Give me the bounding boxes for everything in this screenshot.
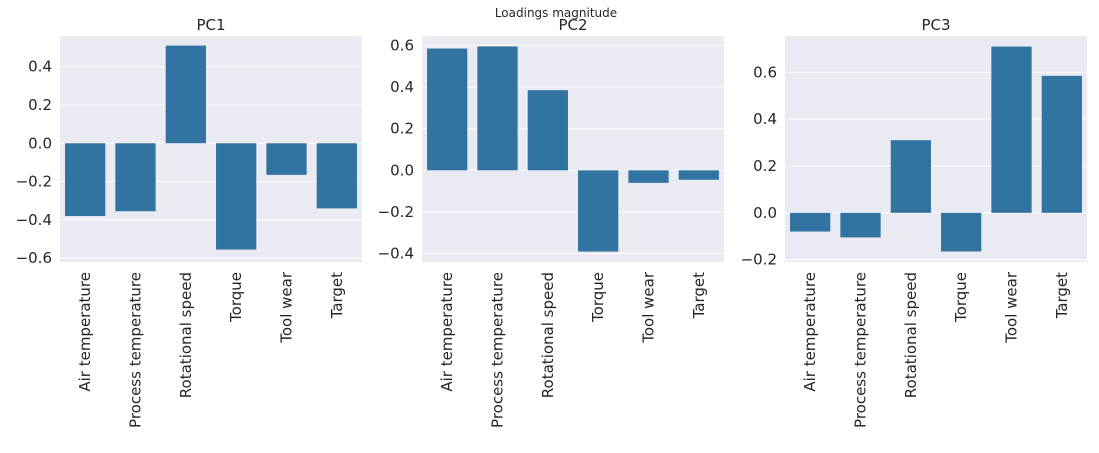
x-tick-label: Target (690, 272, 708, 320)
bar-air-temperature (790, 212, 831, 232)
y-tick-label: −0.2 (741, 251, 777, 269)
bar-torque (941, 212, 982, 252)
panels: −0.6 −0.4 −0.2 0.0 0.2 0.4 Air temperature Proc… (16, 16, 1087, 428)
plot-area (422, 36, 724, 262)
x-tick-label: Process temperature (127, 272, 145, 428)
bar-rotational-speed (527, 90, 568, 171)
bar-target (1041, 75, 1082, 213)
x-tick-label: Target (328, 272, 346, 320)
bar-rotational-speed (890, 140, 931, 213)
x-tick-label: Tool wear (640, 271, 658, 344)
bar-air-temperature (427, 48, 468, 171)
x-tick-label: Rotational speed (539, 272, 557, 398)
y-tick-label: 0.4 (390, 78, 414, 96)
bar-tool-wear (628, 170, 669, 183)
bar-air-temperature (65, 143, 106, 217)
bar-process-temperature (840, 212, 881, 238)
panel-title: PC1 (196, 16, 225, 34)
y-tick-label: 0.2 (28, 96, 52, 114)
x-tick-label: Process temperature (852, 272, 870, 428)
x-tick-label: Tool wear (1003, 271, 1021, 344)
x-tick-label: Torque (589, 272, 607, 323)
bar-tool-wear (991, 46, 1032, 213)
bar-torque (216, 143, 257, 250)
y-tick-label: −0.6 (16, 249, 52, 267)
bar-rotational-speed (165, 45, 206, 144)
y-tick-label: −0.2 (16, 173, 52, 191)
y-tick-label: 0.2 (753, 157, 777, 175)
x-tick-label: Air temperature (76, 272, 94, 392)
panel-title: PC3 (921, 16, 950, 34)
plot-area (60, 36, 362, 262)
x-tick-label: Target (1053, 272, 1071, 320)
y-tick-label: 0.0 (753, 204, 777, 222)
bar-target (316, 143, 357, 209)
y-tick-label: 0.6 (390, 36, 414, 54)
y-tick-label: −0.4 (378, 245, 414, 263)
y-tick-label: 0.0 (28, 134, 52, 152)
bar-tool-wear (266, 143, 307, 175)
y-tick-label: −0.4 (16, 211, 52, 229)
x-tick-label: Process temperature (489, 272, 507, 428)
figure-title: Loadings magnitude (495, 6, 617, 20)
chart-panel-pc3: −0.2 0.0 0.2 0.4 0.6 Air temperature Process t… (741, 16, 1087, 428)
x-tick-label: Torque (227, 272, 245, 323)
plot-area (785, 36, 1087, 262)
chart-panel-pc2: −0.4 −0.2 0.0 0.2 0.4 0.6 Air temperature Proce… (378, 16, 724, 428)
x-tick-label: Air temperature (438, 272, 456, 392)
y-tick-label: 0.0 (390, 161, 414, 179)
x-tick-label: Rotational speed (902, 272, 920, 398)
y-tick-label: −0.2 (378, 203, 414, 221)
y-tick-label: 0.6 (753, 63, 777, 81)
bar-target (678, 170, 719, 180)
x-tick-label: Tool wear (278, 271, 296, 344)
x-tick-label: Torque (952, 272, 970, 323)
panel-title: PC2 (558, 16, 587, 34)
bar-process-temperature (115, 143, 156, 212)
bar-process-temperature (477, 46, 518, 171)
bar-torque (578, 170, 619, 252)
y-tick-label: 0.4 (753, 110, 777, 128)
y-tick-label: 0.4 (28, 58, 52, 76)
x-tick-label: Air temperature (801, 272, 819, 392)
y-tick-label: 0.2 (390, 120, 414, 138)
x-tick-label: Rotational speed (177, 272, 195, 398)
chart-panel-pc1: −0.6 −0.4 −0.2 0.0 0.2 0.4 Air temperature Proc… (16, 16, 362, 428)
